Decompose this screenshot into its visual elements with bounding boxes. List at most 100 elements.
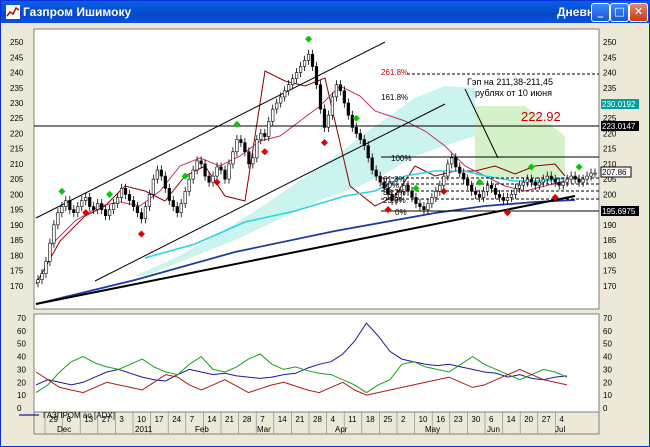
candle-up — [80, 200, 84, 207]
adx-series-line — [35, 368, 568, 396]
buy-signal — [58, 187, 66, 195]
candle-up — [295, 72, 299, 79]
close-button[interactable]: ✕ — [629, 3, 648, 22]
price-tick-left: 215 — [10, 145, 24, 154]
candle-down — [68, 200, 72, 210]
candle-up — [108, 209, 112, 217]
buy-signal — [412, 184, 420, 192]
close-icon: ✕ — [633, 5, 644, 18]
adx-tick-right: 60 — [603, 327, 612, 336]
month-label: Jun — [487, 425, 500, 434]
sell-signal — [261, 148, 269, 156]
date-tick-label: 28 — [313, 415, 322, 424]
adx-tick-left: 50 — [17, 340, 26, 349]
fib-label-100: 100% — [391, 154, 411, 163]
date-tick-label: 14 — [278, 415, 287, 424]
candle-up — [155, 169, 159, 180]
price-tick-left: 170 — [10, 282, 24, 291]
candle-down — [553, 178, 557, 183]
candle-up — [537, 181, 541, 186]
price-axis-left: 170 175 180 185 190 195 200 205 210 215 220 225 230 2… — [10, 38, 24, 291]
minimize-button[interactable]: _ — [591, 3, 610, 22]
candle-down — [354, 127, 358, 134]
adx-tick-left: 10 — [17, 391, 26, 400]
candle-up — [485, 184, 490, 192]
candle-up — [521, 181, 525, 186]
candle-up — [402, 184, 406, 192]
candle-down — [374, 169, 378, 177]
candle-down — [462, 172, 466, 180]
adx-tick-right: 40 — [603, 353, 612, 362]
candle-down — [247, 151, 251, 165]
candle-up — [187, 178, 191, 192]
candle-up — [565, 178, 569, 183]
candle-up — [279, 96, 283, 104]
candle-down — [104, 209, 108, 217]
candle-down — [382, 181, 386, 189]
candle-up — [287, 84, 291, 92]
candle-down — [533, 181, 537, 186]
candle-up — [525, 178, 529, 183]
sell-signal — [137, 230, 145, 238]
price-tag-bg-3 — [600, 166, 632, 178]
sell-signal — [213, 178, 221, 186]
candle-up — [509, 194, 514, 198]
candle-up — [306, 53, 311, 61]
trend-line-blue — [35, 199, 576, 305]
price-tick-right: 245 — [603, 53, 617, 62]
candle-up — [430, 197, 434, 204]
candle-down — [406, 184, 410, 192]
candle-up — [195, 160, 199, 171]
price-tick-right: 205 — [603, 175, 617, 184]
candle-up — [426, 203, 430, 210]
candle-up — [96, 203, 100, 210]
candle-up — [275, 102, 279, 110]
title-bar[interactable]: Газпром Ишимоку Дневной _ □ ✕ — [1, 1, 649, 23]
date-ticks: 29 6 13 27 3 10 17 24 7 14 21 28 7 14 21 28 4 11 18 25 2 10 16… — [44, 412, 564, 434]
maximize-button[interactable]: □ — [610, 3, 629, 22]
date-tick-label: 7 — [260, 415, 265, 424]
candle-up — [151, 178, 155, 195]
candle-up — [227, 163, 231, 180]
candle-down — [390, 194, 394, 201]
price-tick-right: 180 — [603, 251, 617, 260]
candle-up — [589, 172, 593, 177]
buy-signal — [575, 163, 583, 171]
candle-up — [215, 166, 219, 177]
price-tag-bg-4 — [601, 206, 639, 216]
sell-signal — [384, 206, 392, 214]
date-tick-label: 17 — [155, 415, 164, 424]
adx-tick-right: 10 — [603, 391, 612, 400]
price-tick-right: 225 — [603, 114, 617, 123]
price-tick-left: 220 — [10, 129, 24, 138]
month-label: Apr — [335, 425, 348, 434]
month-label: May — [425, 425, 440, 434]
candle-up — [505, 197, 510, 201]
candle-down — [314, 66, 319, 86]
minimize-icon: _ — [597, 5, 604, 18]
signal-markers — [58, 35, 583, 238]
candle-up — [545, 175, 549, 180]
candle-down — [386, 187, 390, 195]
chart-icon — [6, 5, 20, 19]
price-candles — [36, 49, 597, 288]
candle-down — [131, 200, 136, 207]
price-tick-right: 185 — [603, 236, 617, 245]
date-tick-label: 14 — [507, 415, 516, 424]
channel-top — [35, 41, 386, 219]
price-tag-3: 207.86 — [602, 168, 627, 177]
candle-down — [318, 84, 323, 110]
candle-down — [72, 209, 76, 213]
candle-down — [159, 169, 163, 177]
adx-tick-right: 30 — [603, 365, 612, 374]
date-tick-label: 4 — [559, 415, 564, 424]
candle-up — [561, 181, 565, 186]
trend-line-cyan — [144, 170, 566, 259]
date-tick-label: 6 — [489, 415, 494, 424]
candle-down — [378, 175, 382, 183]
adx-lines — [35, 322, 568, 396]
price-tick-left: 230 — [10, 99, 24, 108]
price-axis-right: 1701751801851901952002052102152202252302… — [603, 38, 617, 291]
candle-up — [283, 90, 287, 98]
candle-down — [478, 194, 482, 198]
